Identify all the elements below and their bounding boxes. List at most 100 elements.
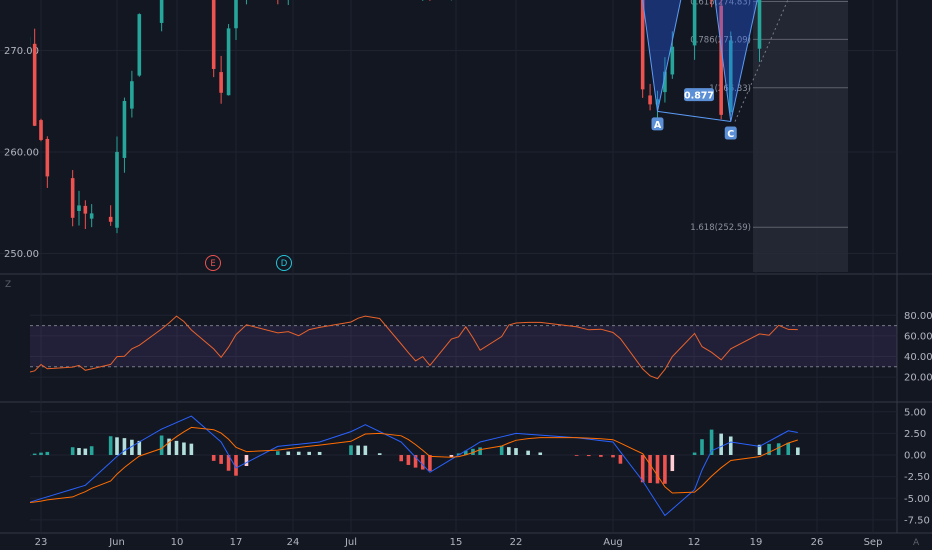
price-candle xyxy=(122,97,127,173)
macd-histogram-bar xyxy=(130,439,134,455)
fib-level-label: 1.618(252.59) xyxy=(690,223,751,233)
macd-histogram-bar xyxy=(514,448,518,455)
macd-histogram-bar xyxy=(108,436,113,455)
price-tick-label: 260.00 xyxy=(4,148,39,159)
macd-histogram-bar xyxy=(767,443,771,455)
price-candle xyxy=(728,31,733,116)
price-candle xyxy=(245,0,247,5)
macd-histogram-bar xyxy=(286,451,291,455)
rsi-line xyxy=(30,315,798,380)
candle-body xyxy=(648,95,652,105)
price-pane: 0(288.57)0.236(283.32)0.382(280.08)0.5(2… xyxy=(30,0,848,272)
macd-histogram-bar xyxy=(377,453,382,455)
price-candle xyxy=(137,13,142,77)
macd-tick-label: -7.50 xyxy=(904,515,930,526)
candle-body xyxy=(655,99,660,105)
pattern-point-label-bg xyxy=(724,126,737,140)
macd-histogram-bar xyxy=(219,455,223,464)
price-candle xyxy=(422,0,424,1)
pattern-ratio-label-bg xyxy=(684,88,714,102)
event-marker-circle xyxy=(205,255,221,271)
rsi-tick-label: 60.00 xyxy=(904,331,932,342)
rsi-band xyxy=(30,325,897,367)
price-candle xyxy=(83,200,88,230)
macd-histogram-bar xyxy=(428,455,432,471)
x-tick-label: Jun xyxy=(108,537,125,548)
macd-histogram-bar xyxy=(719,433,723,455)
macd-histogram-bar xyxy=(363,445,368,455)
harmonic-triangle-xab xyxy=(642,0,682,112)
price-candle xyxy=(108,205,113,226)
price-candle xyxy=(159,0,164,32)
macd-line xyxy=(30,415,798,517)
macd-tick-label: 0.00 xyxy=(904,451,926,462)
candle-body xyxy=(30,36,31,55)
macd-histogram-bar xyxy=(507,447,511,455)
macd-histogram-bar xyxy=(307,451,311,455)
price-candle xyxy=(211,0,216,78)
candle-body xyxy=(83,205,88,214)
price-candle xyxy=(429,0,431,1)
macd-histogram-bar xyxy=(356,445,360,455)
macd-histogram-bar xyxy=(39,452,43,455)
macd-histogram-bar xyxy=(640,455,645,483)
harmonic-triangle-bcd xyxy=(714,0,758,122)
candle-body xyxy=(234,0,238,29)
price-candle xyxy=(115,136,119,234)
macd-histogram-bar xyxy=(122,438,127,455)
candle-body xyxy=(45,138,50,177)
pattern-point-label-bg xyxy=(651,117,664,131)
macd-histogram-bar xyxy=(586,455,591,457)
price-candle xyxy=(45,136,50,188)
macd-histogram-bar xyxy=(349,445,353,455)
candle-body xyxy=(77,205,81,211)
price-candle xyxy=(30,36,31,55)
candle-body xyxy=(115,151,119,228)
macd-histogram-bar xyxy=(70,447,75,455)
price-candle xyxy=(32,28,37,127)
log-scale-toggle-icon: Z xyxy=(5,280,11,290)
harmonic-leg xyxy=(657,110,731,123)
macd-tick-label: 2.50 xyxy=(904,429,926,440)
x-tick-label: 10 xyxy=(171,537,184,548)
event-marker: E xyxy=(210,259,215,269)
macd-histogram-bar xyxy=(700,439,704,455)
candle-body xyxy=(692,0,697,46)
auto-scale-toggle-icon: A xyxy=(913,538,920,548)
macd-pane xyxy=(30,415,800,517)
price-candle xyxy=(719,0,723,120)
candle-body xyxy=(70,178,75,218)
macd-histogram-bar xyxy=(211,455,216,461)
price-candle xyxy=(655,90,660,119)
pattern-ratio-label: 0.877 xyxy=(684,91,714,102)
candle-body xyxy=(226,28,231,96)
macd-histogram-bar xyxy=(89,446,94,455)
macd-histogram-bar xyxy=(137,440,142,455)
macd-histogram-bar xyxy=(728,436,733,455)
macd-histogram-bar xyxy=(276,451,280,455)
rsi-tick-label: 80.00 xyxy=(904,311,932,322)
candle-body xyxy=(663,71,667,93)
pattern-point-label: C xyxy=(727,129,734,140)
x-tick-label: 24 xyxy=(287,537,300,548)
candle-body xyxy=(219,72,223,93)
price-candle xyxy=(70,170,75,227)
x-tick-label: Aug xyxy=(603,537,623,548)
price-candle xyxy=(663,57,667,103)
rsi-tick-label: 20.00 xyxy=(904,373,932,384)
macd-histogram-bar xyxy=(796,447,800,455)
event-marker: D xyxy=(281,259,288,269)
macd-histogram-bar xyxy=(159,435,164,455)
macd-histogram-bar xyxy=(526,450,530,455)
macd-histogram-bar xyxy=(420,455,425,470)
price-candle xyxy=(757,0,762,62)
price-candle xyxy=(287,0,289,6)
macd-histogram-bar xyxy=(611,455,615,458)
fib-projection-box xyxy=(753,0,848,272)
macd-histogram-bar xyxy=(413,455,418,468)
x-tick-label: 12 xyxy=(688,537,701,548)
macd-histogram-bar xyxy=(456,453,461,455)
macd-histogram-bar xyxy=(234,455,238,476)
candle-body xyxy=(32,43,37,126)
